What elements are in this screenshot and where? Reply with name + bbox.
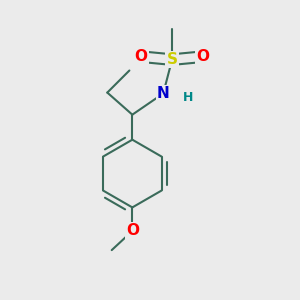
Text: H: H xyxy=(182,92,193,104)
Text: O: O xyxy=(126,224,139,238)
Text: N: N xyxy=(157,86,169,101)
Text: S: S xyxy=(167,52,178,67)
Text: O: O xyxy=(196,49,209,64)
Text: O: O xyxy=(135,49,148,64)
